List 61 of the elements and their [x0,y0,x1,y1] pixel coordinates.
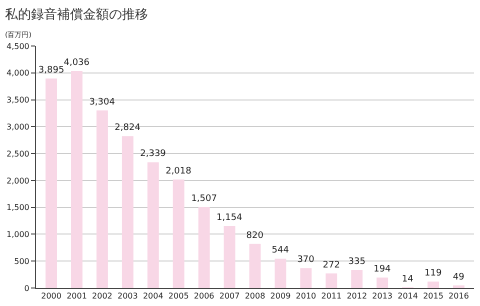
bar [300,268,312,288]
bar [96,110,108,288]
y-tick-label: 2,000 [6,176,30,186]
y-tick-label: 4,500 [6,42,30,51]
bar [274,258,286,288]
data-label: 2,018 [166,166,192,176]
data-label: 119 [424,268,442,279]
x-tick-label: 2013 [372,292,393,301]
x-tick-label: 2014 [398,292,418,301]
y-tick-label: 4,000 [6,68,30,78]
bar [198,206,210,288]
y-tick-label: 0 [24,284,30,293]
x-tick-label: 2011 [321,292,342,301]
x-tick-label: 2000 [41,292,62,301]
bar [46,78,58,288]
data-label: 1,154 [216,212,243,223]
x-tick-label: 2016 [448,292,469,301]
data-label: 194 [374,264,392,275]
data-label: 3,895 [38,66,64,76]
bar [172,179,184,288]
chart-title: 私的録音補償金額の推移 [4,7,148,22]
data-label: 370 [297,255,315,266]
bar [326,273,338,288]
data-label: 820 [246,230,264,241]
bar [224,226,236,288]
data-label: 272 [322,260,340,270]
y-tick-label: 1,000 [6,230,30,240]
data-label: 335 [348,256,366,267]
y-tick-label: 3,500 [6,96,30,105]
bar [428,282,439,288]
x-tick-label: 2006 [194,292,214,301]
y-tick-label: 500 [14,256,30,266]
data-label: 14 [402,274,414,284]
x-tick-label: 2007 [219,292,240,301]
data-label: 2,339 [140,149,166,160]
x-tick-label: 2005 [168,292,189,301]
data-label: 544 [272,246,290,256]
bar [452,285,464,288]
x-tick-label: 2015 [423,292,444,301]
bar [249,244,261,288]
bar [376,278,388,288]
data-label: 3,304 [89,97,116,108]
x-tick-label: 2012 [346,292,368,301]
bar [71,70,82,288]
x-tick-label: 2001 [66,292,87,301]
bar [351,270,363,288]
data-label: 2,824 [114,123,141,134]
x-tick-label: 2002 [92,292,112,301]
y-tick-label: 3,000 [6,122,30,132]
x-tick-label: 2008 [244,292,266,301]
y-tick-label: 2,500 [6,149,30,158]
data-label: 1,507 [191,194,217,204]
y-tick-label: 1,500 [6,203,30,212]
x-tick-label: 2004 [142,292,164,301]
x-tick-label: 2003 [117,292,138,301]
x-tick-label: 2010 [296,292,316,301]
data-label: 4,036 [64,58,90,68]
data-label: 49 [452,272,465,282]
bar [122,136,134,288]
x-tick-label: 2009 [270,292,291,301]
bar [147,162,159,288]
